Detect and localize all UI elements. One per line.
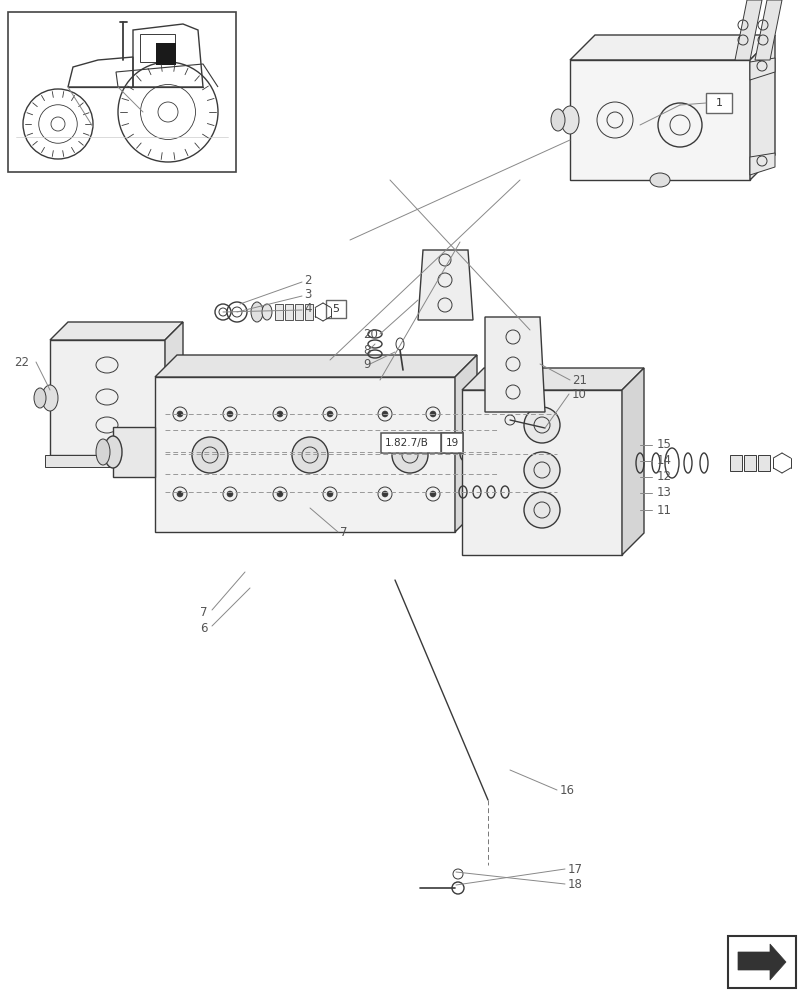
Bar xyxy=(380,433,462,453)
Text: 1.82.7/B: 1.82.7/B xyxy=(384,438,428,448)
Bar xyxy=(743,455,755,471)
Polygon shape xyxy=(734,0,761,60)
Polygon shape xyxy=(50,340,165,455)
Bar xyxy=(156,43,176,65)
Circle shape xyxy=(177,491,182,497)
Bar xyxy=(275,304,283,320)
Polygon shape xyxy=(155,355,476,377)
Bar xyxy=(285,304,293,320)
Circle shape xyxy=(523,492,560,528)
Text: 16: 16 xyxy=(560,784,574,796)
Bar xyxy=(294,304,303,320)
Ellipse shape xyxy=(34,388,46,408)
Bar xyxy=(305,304,312,320)
Polygon shape xyxy=(749,153,774,175)
Circle shape xyxy=(277,491,283,497)
Text: 14: 14 xyxy=(656,454,672,468)
Circle shape xyxy=(191,437,228,473)
Polygon shape xyxy=(569,60,749,180)
Bar xyxy=(8,12,236,172)
Polygon shape xyxy=(749,58,774,80)
Text: 7: 7 xyxy=(340,526,347,538)
Text: 1: 1 xyxy=(714,98,722,108)
Text: 7: 7 xyxy=(200,605,208,618)
Text: 4: 4 xyxy=(303,302,311,314)
Text: 11: 11 xyxy=(656,504,672,516)
Polygon shape xyxy=(461,368,643,390)
Circle shape xyxy=(523,452,560,488)
Circle shape xyxy=(327,491,333,497)
Text: 17: 17 xyxy=(568,863,582,876)
Polygon shape xyxy=(155,377,454,532)
Text: 9: 9 xyxy=(363,359,370,371)
Text: 15: 15 xyxy=(656,438,671,452)
Circle shape xyxy=(523,407,560,443)
Text: 8: 8 xyxy=(363,344,370,357)
Bar xyxy=(727,936,795,988)
Circle shape xyxy=(381,411,388,417)
Text: 6: 6 xyxy=(200,621,208,634)
Text: 18: 18 xyxy=(568,878,582,892)
Polygon shape xyxy=(621,368,643,555)
Circle shape xyxy=(292,437,328,473)
Ellipse shape xyxy=(560,106,578,134)
Bar xyxy=(440,433,462,453)
Text: 3: 3 xyxy=(303,288,311,300)
Ellipse shape xyxy=(42,385,58,411)
Text: 5: 5 xyxy=(332,304,339,314)
Polygon shape xyxy=(113,427,155,477)
Polygon shape xyxy=(50,322,182,340)
Polygon shape xyxy=(461,390,621,555)
Bar xyxy=(757,455,769,471)
Text: 13: 13 xyxy=(656,487,671,499)
Circle shape xyxy=(381,491,388,497)
Ellipse shape xyxy=(96,439,109,465)
Polygon shape xyxy=(754,0,781,60)
Polygon shape xyxy=(418,250,473,320)
Text: 12: 12 xyxy=(656,471,672,484)
Circle shape xyxy=(177,411,182,417)
Circle shape xyxy=(430,491,436,497)
Ellipse shape xyxy=(104,436,122,468)
Polygon shape xyxy=(749,35,774,180)
Polygon shape xyxy=(484,317,544,412)
Circle shape xyxy=(277,411,283,417)
Polygon shape xyxy=(45,455,169,467)
Polygon shape xyxy=(737,944,785,980)
Text: 21: 21 xyxy=(571,373,586,386)
Text: 22: 22 xyxy=(14,356,29,368)
Bar xyxy=(139,34,175,62)
Text: 10: 10 xyxy=(571,388,586,401)
Bar xyxy=(705,93,731,113)
Ellipse shape xyxy=(551,109,564,131)
Ellipse shape xyxy=(251,302,263,322)
Circle shape xyxy=(227,491,233,497)
Text: 19: 19 xyxy=(444,438,458,448)
Text: 2: 2 xyxy=(303,273,311,286)
Polygon shape xyxy=(454,355,476,532)
Polygon shape xyxy=(569,35,774,60)
Text: 20: 20 xyxy=(363,328,377,340)
Bar xyxy=(325,300,345,318)
Polygon shape xyxy=(165,322,182,455)
Circle shape xyxy=(392,437,427,473)
Circle shape xyxy=(430,411,436,417)
Circle shape xyxy=(227,411,233,417)
Ellipse shape xyxy=(649,173,669,187)
Bar xyxy=(729,455,741,471)
Ellipse shape xyxy=(262,304,272,320)
Circle shape xyxy=(327,411,333,417)
